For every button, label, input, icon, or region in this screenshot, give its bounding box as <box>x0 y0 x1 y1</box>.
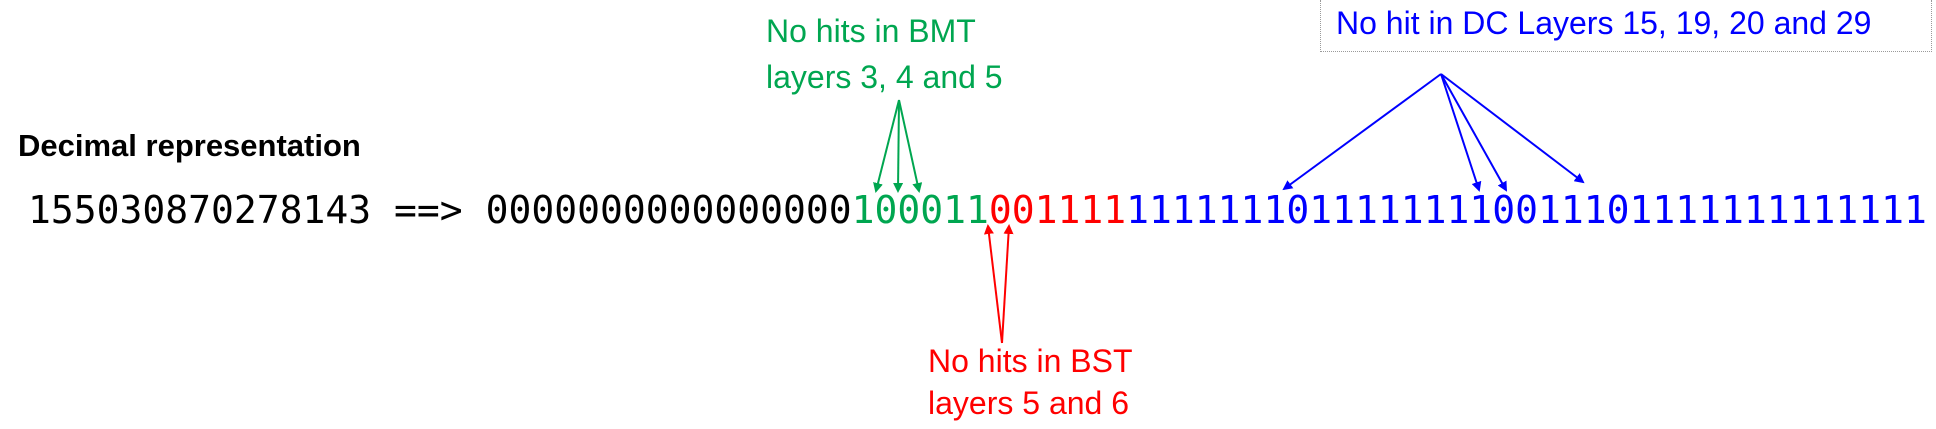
bst-arrows <box>983 224 1014 344</box>
bmt-arrow-3 <box>898 99 923 193</box>
bst-annotation: No hits in BST layers 5 and 6 <box>928 340 1133 424</box>
bmt-annotation-line2: layers 3, 4 and 5 <box>766 59 1003 95</box>
dc-arrow-layer15 <box>1282 73 1442 191</box>
dc-annotation-box <box>1320 0 1932 52</box>
bst-annotation-line1: No hits in BST <box>928 343 1133 379</box>
binary-segment-bmt: 100011 <box>851 188 989 232</box>
bst-arrow-2 <box>1001 224 1014 344</box>
bst-annotation-line2: layers 5 and 6 <box>928 385 1130 421</box>
bmt-annotation: No hits in BMT layers 3, 4 and 5 <box>766 8 1003 100</box>
dc-annotation: No hit in DC Layers 15, 19, 20 and 29 <box>1336 5 1872 41</box>
bst-arrow-1 <box>983 224 1003 344</box>
bmt-arrows <box>873 99 923 193</box>
bmt-arrow-2 <box>893 99 904 193</box>
dc-arrow-layer19 <box>1440 73 1482 192</box>
binary-segment-dc: 11111110111111110011101111111111111 <box>1126 188 1927 232</box>
decimal-value: 155030870278143 <box>28 188 372 232</box>
heading: Decimal representation <box>18 128 361 163</box>
binary-segment-zeros: 0000000000000000 <box>485 188 852 232</box>
arrow-operator: ==> <box>371 188 486 232</box>
dc-arrow-layer29 <box>1440 73 1585 184</box>
dc-arrows <box>1282 73 1585 192</box>
binary-segment-bst-hits: 1111 <box>1034 188 1127 232</box>
bmt-annotation-line1: No hits in BMT <box>766 13 976 49</box>
bmt-arrow-1 <box>873 99 900 193</box>
dc-arrow-layer20 <box>1440 73 1507 192</box>
code-line: 155030870278143 ==> 00000000000000001000… <box>28 186 1927 234</box>
